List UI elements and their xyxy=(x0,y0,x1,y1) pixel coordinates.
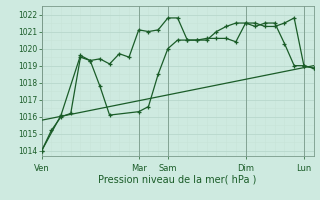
X-axis label: Pression niveau de la mer( hPa ): Pression niveau de la mer( hPa ) xyxy=(99,174,257,184)
